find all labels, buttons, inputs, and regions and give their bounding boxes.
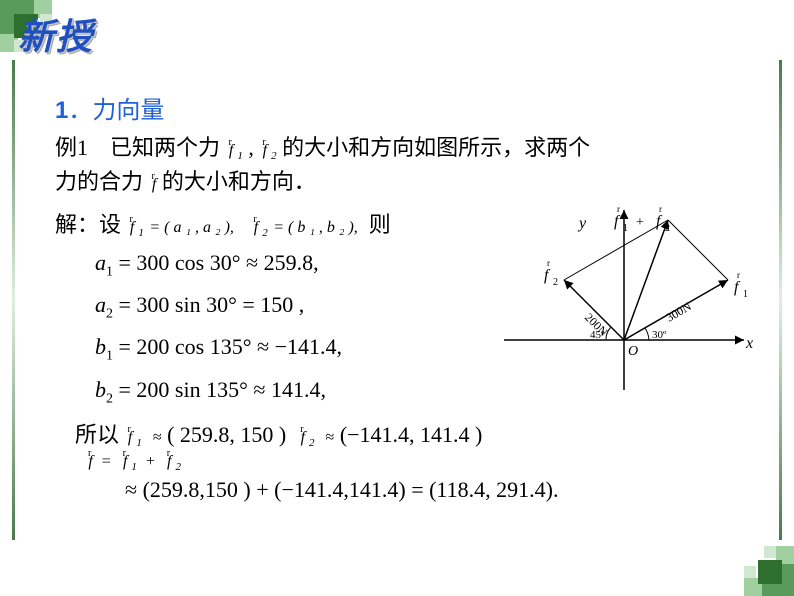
svg-text:f: f [614, 213, 621, 230]
vec-sum-def: rf = rf 1 + rf 2 [85, 453, 745, 473]
f1-val: ( 259.8, 150 ) [167, 422, 286, 447]
vec-f1: rf 1 [226, 142, 243, 159]
banner-title: 新授 [18, 8, 94, 60]
result-so: 所以 rf 1 ≈ ( 259.8, 150 ) rf 2 ≈ (−141.4,… [75, 417, 745, 449]
section-number: 1 [55, 97, 68, 124]
problem-prefix: 例1 已知两个力 [55, 135, 220, 160]
svg-text:1: 1 [623, 223, 628, 234]
svg-text:f: f [734, 279, 741, 296]
problem-line2-prefix: 力的合力 [55, 169, 143, 194]
final-result: = (118.4, 291.4). [411, 477, 558, 502]
svg-text:r: r [659, 204, 662, 214]
suoyi-label: 所以 [75, 422, 119, 447]
vec-f1-def: rf 1 [127, 219, 144, 236]
problem-line1: 例1 已知两个力 rf 1 , rf 2 的大小和方向如图所示，求两个 [55, 131, 745, 165]
vec-f: rf [149, 176, 157, 193]
result-line: ≈ (259.8,150 ) + (−141.4,141.4) = (118.4… [125, 477, 745, 503]
svg-text:1: 1 [743, 289, 748, 300]
corner-bottom-right [714, 516, 794, 596]
x-axis-label: x [745, 335, 753, 352]
vec-f1-r: rf 1 [125, 429, 142, 446]
section-title: 1．力向量 [55, 90, 745, 125]
border-left [12, 60, 15, 540]
sum-expr: ≈ (259.8,150 ) + (−141.4,141.4) [125, 477, 406, 502]
svg-text:r: r [547, 258, 550, 268]
vec-f2: rf 2 [259, 142, 276, 159]
border-right [779, 60, 782, 540]
svg-text:+: + [636, 215, 644, 230]
ze-label: 则 [369, 212, 391, 237]
angle-30: 30º [652, 329, 667, 341]
problem-mid: 的大小和方向如图所示，求两个 [282, 135, 590, 160]
y-axis-label: y [577, 215, 587, 232]
f2-val: (−141.4, 141.4 ) [340, 422, 483, 447]
origin-label: O [628, 344, 638, 359]
f2-eq: = ( b ₁ , b ₂ ), [273, 219, 358, 236]
svg-text:r: r [737, 270, 740, 280]
svg-text:f: f [544, 267, 551, 284]
svg-text:2: 2 [553, 277, 558, 288]
section-text: ．力向量 [68, 98, 164, 124]
vector-diagram: y x O 30º 45º 300N 200N f 1 r f 2 r f 1 … [484, 200, 764, 400]
problem-line2: 力的合力 rf 的大小和方向． [55, 165, 745, 199]
solve-prefix: 解：设 [55, 212, 121, 237]
svg-text:r: r [617, 204, 620, 214]
f1-eq: = ( a ₁ , a ₂ ), [149, 219, 234, 236]
svg-text:2: 2 [665, 223, 670, 234]
vec-f2-def: rf 2 [250, 219, 267, 236]
svg-text:f: f [656, 213, 663, 230]
problem-line2-suffix: 的大小和方向． [162, 169, 316, 194]
vec-f2-r: rf 2 [297, 429, 314, 446]
